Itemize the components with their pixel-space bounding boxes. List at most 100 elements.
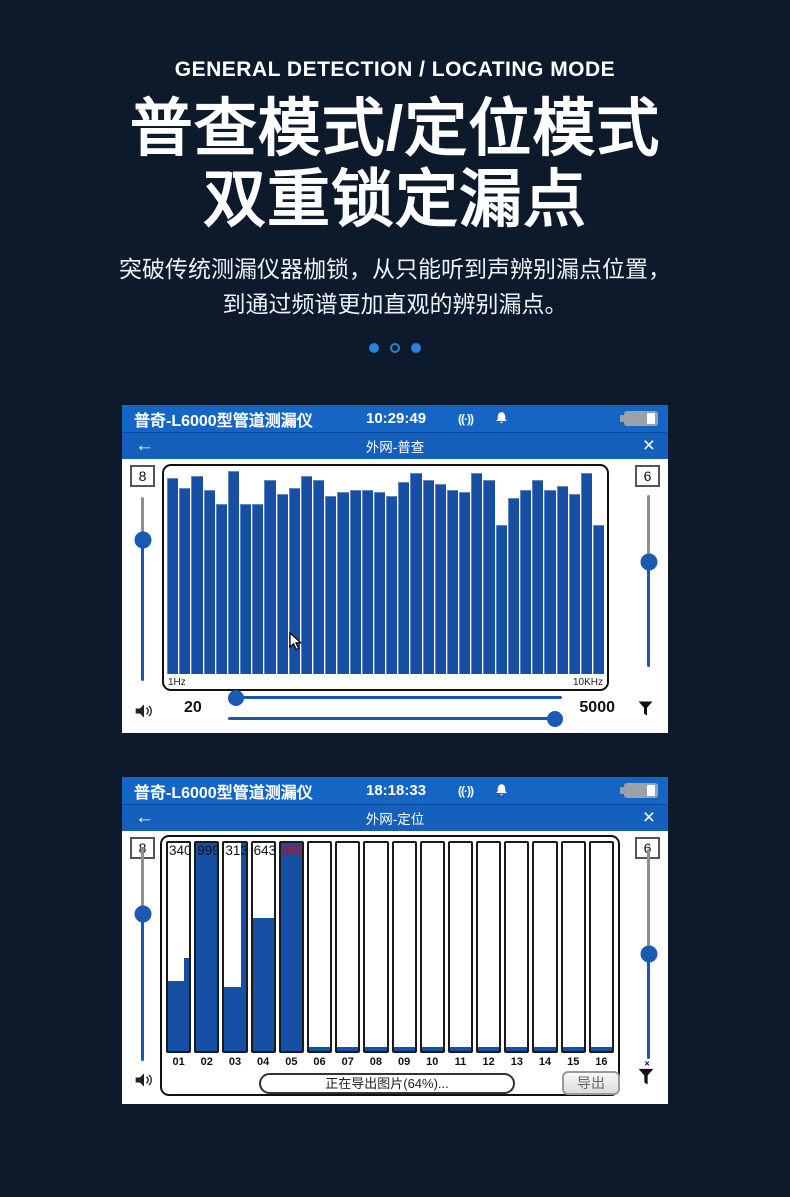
back-button[interactable]: ←: [135, 807, 154, 829]
nav-title: 外网-定位: [365, 811, 425, 827]
spectrum-bar: [276, 493, 288, 675]
channel-column: 340: [166, 841, 192, 1054]
spectrum-bar: [544, 489, 556, 675]
spectrum-bar: [313, 479, 325, 675]
signal-icon: ((·)): [458, 411, 474, 426]
channel-bar: [449, 1047, 472, 1052]
spectrum-bar: [483, 479, 495, 675]
channel-peak-marker: [240, 843, 246, 1052]
channel-column: 643: [250, 841, 276, 1054]
channel-label: 06: [313, 1056, 326, 1069]
page-title-line1: 普查模式/定位模式: [129, 94, 661, 164]
slider-knob[interactable]: [640, 553, 657, 571]
eyebrow-heading: GENERAL DETECTION / LOCATING MODE: [174, 58, 616, 81]
channel-column: [391, 841, 417, 1054]
gain-left-readout: 8: [130, 465, 155, 488]
spectrum-bar: [288, 487, 300, 675]
channel-column: 999: [194, 841, 220, 1054]
channel-label: 09: [397, 1056, 411, 1069]
clock: 18:18:33: [366, 782, 427, 800]
channel-column: [419, 841, 445, 1054]
spectrum-bar: [386, 496, 398, 675]
channel-label: 07: [341, 1056, 354, 1069]
channel-bar: [168, 980, 190, 1052]
channel-label: 08: [369, 1056, 383, 1069]
channel-columns: 340 999 313 643 999: [166, 841, 614, 1054]
channel-label: 04: [257, 1056, 270, 1069]
carousel-dot[interactable]: [411, 343, 421, 354]
channel-bar: [280, 843, 302, 1052]
volume-icon[interactable]: [134, 702, 154, 725]
channel-bar: [562, 1047, 584, 1052]
spectrum-bar: [191, 475, 203, 675]
device-screen-locating: 普奇-L6000型管道测漏仪 18:18:33 ((·)) ← 外网-定位 × …: [122, 777, 668, 1105]
spectrum-bar: [398, 481, 410, 675]
close-button[interactable]: ×: [642, 806, 655, 830]
channel-value: 340: [169, 843, 192, 859]
page-description: 突破传统测漏仪器枷锁，从只能听到声辨别漏点位置， 到通过频谱更加直观的辨别漏点。: [0, 252, 790, 321]
export-button[interactable]: 导出: [562, 1071, 620, 1096]
carousel-dot[interactable]: [369, 343, 379, 354]
battery-icon: [620, 783, 658, 799]
channel-column: [504, 841, 530, 1054]
spectrum-chart: 1Hz 10KHz: [162, 464, 609, 692]
slider-knob[interactable]: [134, 905, 151, 923]
spectrum-bar: [495, 524, 507, 675]
spectrum-bar: [593, 524, 605, 675]
spectrum-bars: [167, 469, 605, 675]
spectrum-bar: [568, 493, 580, 675]
slider-knob[interactable]: [228, 689, 244, 706]
channel-bar: [252, 918, 274, 1052]
spectrum-bar: [349, 489, 361, 675]
export-progress: 正在导出图片(64%)...: [259, 1073, 515, 1095]
freq-end-label: 10KHz: [572, 677, 603, 689]
carousel-dot[interactable]: [390, 343, 400, 354]
channel-label: 05: [285, 1056, 298, 1069]
nav-bar: ← 外网-普查 ×: [122, 432, 668, 460]
slider-knob[interactable]: [640, 945, 657, 963]
right-gain-slider[interactable]: [640, 849, 657, 1060]
filter-icon[interactable]: [637, 700, 654, 722]
spectrum-bar: [422, 479, 434, 675]
gain-right-readout: 6: [635, 465, 660, 488]
channel-value: 313: [225, 843, 248, 859]
band-low-slider[interactable]: [228, 689, 562, 706]
description-line2: 到通过频谱更加直观的辨别漏点。: [222, 290, 568, 317]
clock: 10:29:49: [366, 410, 427, 428]
spectrum-bar: [179, 487, 191, 675]
volume-icon[interactable]: [134, 1071, 154, 1094]
slider-knob[interactable]: [547, 710, 563, 727]
channel-bar: [421, 1047, 443, 1052]
channel-column: [447, 841, 474, 1054]
device-title: 普奇-L6000型管道测漏仪: [134, 784, 313, 802]
spectrum-bar: [580, 473, 593, 675]
device-title: 普奇-L6000型管道测漏仪: [134, 412, 313, 430]
channel-bar: [506, 1047, 528, 1052]
channel-label: 12: [482, 1056, 495, 1069]
spectrum-bar: [410, 473, 422, 675]
filter-off-icon[interactable]: ×: [636, 1059, 656, 1092]
channel-bar: [393, 1047, 415, 1052]
nav-title: 外网-普查: [365, 439, 425, 455]
spectrum-bar: [325, 496, 337, 675]
left-gain-slider[interactable]: [134, 497, 151, 682]
spectrum-bar: [459, 491, 471, 675]
channel-column: [335, 841, 361, 1054]
spectrum-bar: [519, 489, 532, 675]
svg-text:×: ×: [644, 1059, 649, 1068]
bell-icon: [494, 783, 509, 803]
spectrum-bar: [532, 479, 544, 675]
spectrum-bar: [252, 504, 264, 675]
battery-icon: [620, 411, 658, 427]
band-high-slider[interactable]: [228, 710, 563, 727]
right-gain-slider[interactable]: [640, 495, 657, 668]
close-button[interactable]: ×: [642, 434, 655, 458]
channel-label: 13: [510, 1056, 523, 1069]
band-high-value: 5000: [579, 699, 615, 717]
back-button[interactable]: ←: [135, 435, 154, 457]
channel-labels: 01 02 03 04 05 06 07 08 09 10 11 12 13 14 15 16: [166, 1056, 614, 1068]
channel-bar: [590, 1047, 612, 1052]
description-line1: 突破传统测漏仪器枷锁，从只能听到声辨别漏点位置，: [119, 256, 671, 283]
slider-knob[interactable]: [134, 531, 151, 549]
left-gain-slider[interactable]: [134, 847, 151, 1062]
